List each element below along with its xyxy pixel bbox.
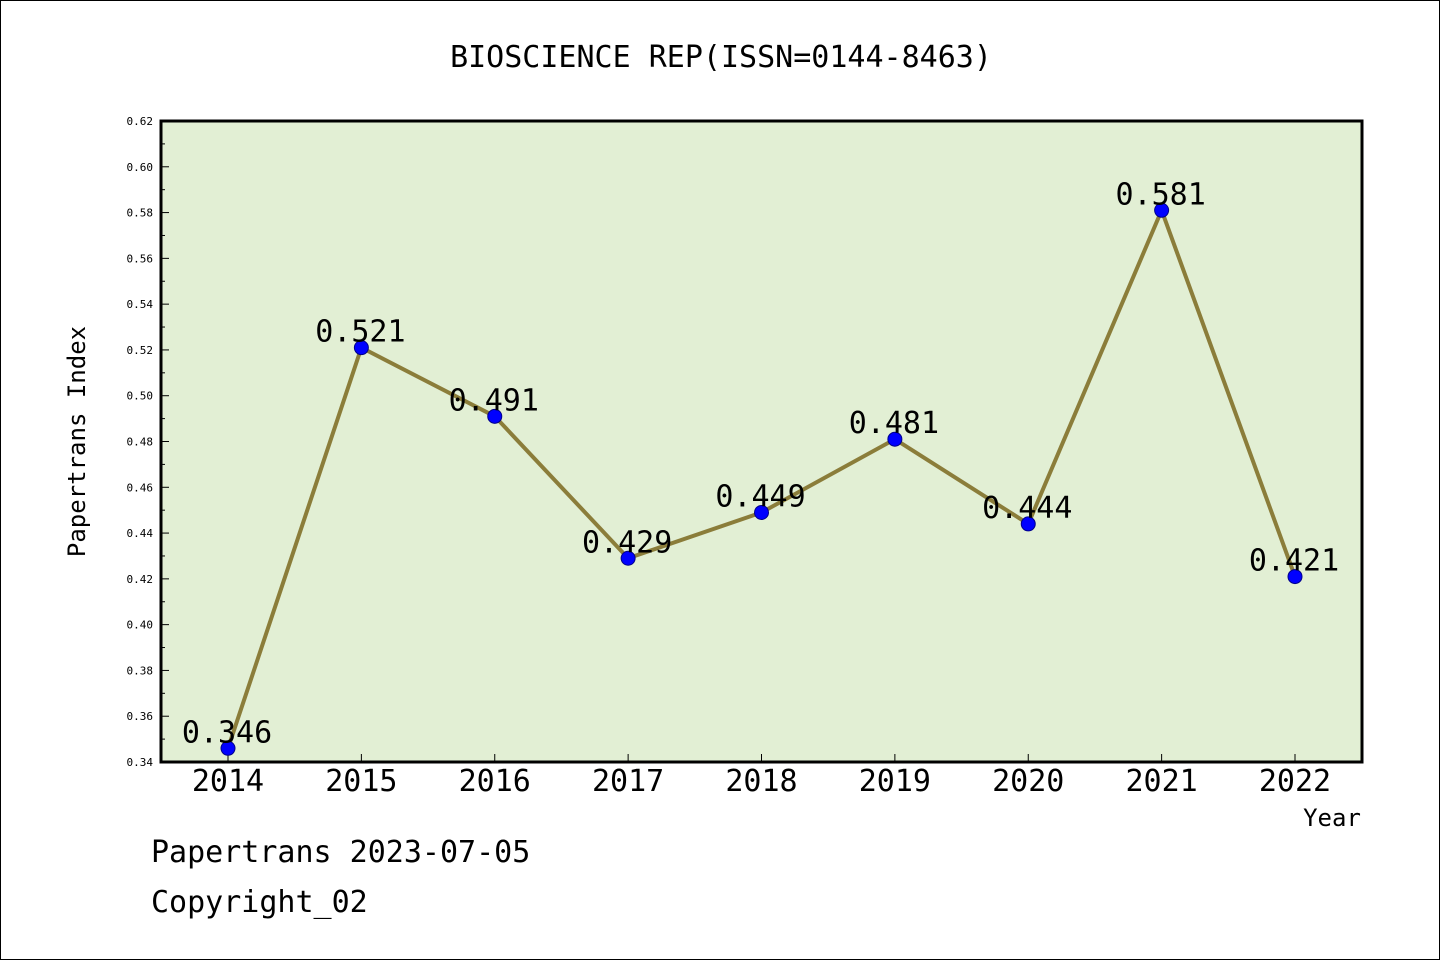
footer-copyright-text: Copyright_02: [151, 885, 368, 920]
data-point: [620, 550, 636, 566]
data-label: 0.444: [982, 491, 1072, 526]
y-tick-label: 0.56: [127, 252, 154, 265]
y-tick-label: 0.52: [127, 344, 154, 357]
x-axis-label: Year: [1303, 804, 1361, 832]
chart-title: BIOSCIENCE REP(ISSN=0144-8463): [450, 40, 992, 75]
data-point: [754, 504, 769, 520]
x-tick-label: 2021: [1126, 764, 1198, 799]
x-tick-label: 2018: [725, 764, 797, 799]
y-tick-label: 0.54: [127, 298, 154, 311]
y-tick-label: 0.40: [127, 619, 154, 632]
data-point: [887, 431, 903, 447]
data-label: 0.491: [449, 383, 539, 418]
plot-border: [159, 119, 1364, 764]
y-tick-label: 0.50: [127, 390, 154, 403]
data-label: 0.449: [715, 479, 805, 514]
x-tick-label: 2015: [325, 764, 397, 799]
data-label: 0.521: [315, 315, 405, 350]
x-tick-label: 2022: [1259, 764, 1331, 799]
data-label: 0.421: [1249, 544, 1339, 579]
y-tick-label: 0.42: [127, 573, 154, 586]
data-label: 0.346: [182, 715, 272, 750]
y-tick-label: 0.44: [127, 527, 154, 540]
y-tick-label: 0.62: [127, 115, 154, 128]
x-tick-label: 2014: [192, 764, 264, 799]
data-point: [1287, 569, 1303, 585]
data-point: [353, 340, 369, 356]
x-tick-label: 2019: [859, 764, 931, 799]
footer-date-text: Papertrans 2023-07-05: [151, 835, 531, 870]
data-label: 0.429: [582, 525, 672, 560]
data-point: [487, 408, 503, 424]
plot-area: [161, 121, 1362, 762]
y-tick-label: 0.58: [127, 207, 154, 220]
y-axis-label: Papertrans Index: [63, 326, 91, 557]
x-tick-label: 2016: [459, 764, 531, 799]
data-point: [1020, 516, 1036, 532]
y-tick-label: 0.34: [127, 756, 154, 769]
y-tick-label: 0.60: [127, 161, 154, 174]
y-tick-label: 0.38: [127, 664, 154, 677]
data-label: 0.581: [1115, 177, 1205, 212]
x-tick-label: 2017: [592, 764, 664, 799]
data-point: [220, 740, 236, 756]
x-tick-label: 2020: [992, 764, 1064, 799]
y-tick-label: 0.46: [127, 481, 154, 494]
y-tick-label: 0.36: [127, 710, 154, 723]
y-tick-label: 0.48: [127, 436, 154, 449]
data-point: [1154, 202, 1170, 218]
data-label: 0.481: [849, 406, 939, 441]
